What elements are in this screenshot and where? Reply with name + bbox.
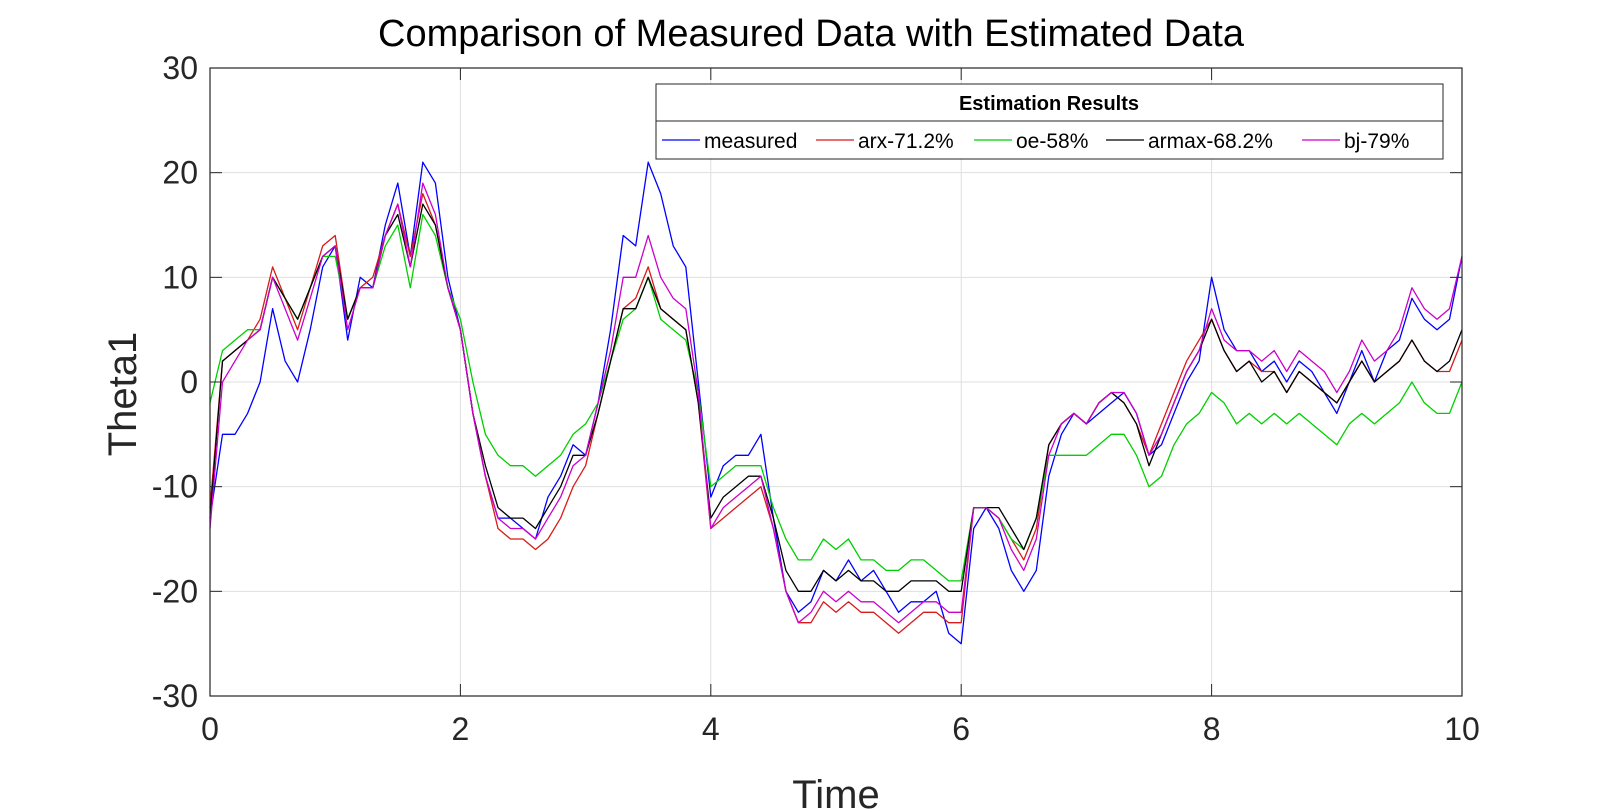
legend-entry-label: oe-58% bbox=[1016, 130, 1088, 153]
legend-entry-label: arx-71.2% bbox=[858, 130, 954, 153]
legend-entry-label: measured bbox=[704, 130, 797, 153]
x-tick-label: 8 bbox=[1203, 711, 1221, 747]
y-tick-label: 10 bbox=[162, 259, 198, 295]
series-line-oe-58 bbox=[209, 213, 1463, 582]
legend-entries: measured arx-71.2% oe-58% armax-68.2% bj-79% bbox=[662, 130, 1409, 153]
chart-title: Comparison of Measured Data with Estimat… bbox=[378, 13, 1245, 55]
x-axis-label: Time bbox=[792, 773, 879, 812]
legend-entry-label: bj-79% bbox=[1344, 130, 1409, 153]
legend-title: Estimation Results bbox=[959, 93, 1139, 115]
x-tick-label: 6 bbox=[952, 711, 970, 747]
y-tick-label: -10 bbox=[152, 469, 198, 505]
ticks: 0 2 4 6 8 10 -30 -20 -10 0 10 20 30 bbox=[152, 50, 1480, 747]
x-tick-label: 0 bbox=[201, 711, 219, 747]
x-tick-label: 4 bbox=[702, 711, 720, 747]
x-tick-label: 2 bbox=[452, 711, 470, 747]
y-tick-label: -20 bbox=[152, 573, 198, 609]
series-line-bj-79 bbox=[209, 182, 1463, 624]
series-layer bbox=[209, 161, 1463, 645]
x-tick-label: 10 bbox=[1444, 711, 1480, 747]
y-tick-label: 20 bbox=[162, 155, 198, 191]
series-line-armax-68-2 bbox=[209, 203, 1463, 592]
y-tick-label: 0 bbox=[180, 364, 198, 400]
y-tick-label: -30 bbox=[152, 678, 198, 714]
y-tick-label: 30 bbox=[162, 50, 198, 86]
legend: Estimation Results measured arx-71.2% oe-5… bbox=[655, 83, 1444, 160]
y-axis-label: Theta1 bbox=[101, 332, 145, 457]
legend-entry-label: armax-68.2% bbox=[1148, 130, 1273, 153]
